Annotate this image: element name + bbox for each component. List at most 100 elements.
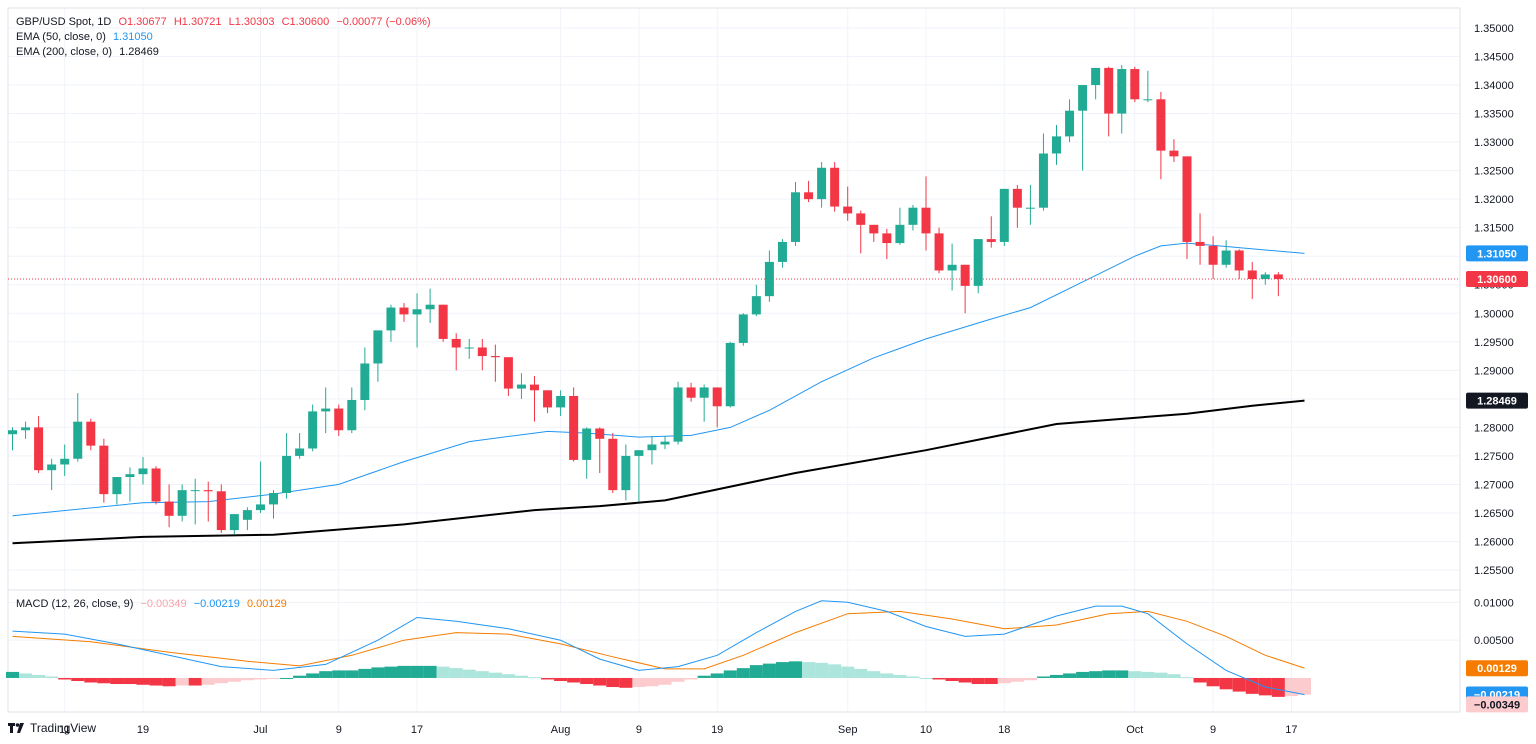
symbol-label[interactable]: GBP/USD Spot, 1D xyxy=(16,16,112,28)
time-tick-label: 9 xyxy=(1210,724,1216,736)
macd-histogram-bar xyxy=(149,677,163,686)
candle-body xyxy=(1208,245,1218,265)
macd-histogram-bar xyxy=(958,677,972,683)
time-tick-label: 17 xyxy=(1285,724,1297,736)
macd-histogram-bar xyxy=(1036,676,1050,678)
low-value: L1.30303 xyxy=(228,16,275,28)
macd-histogram-bar xyxy=(710,673,724,678)
candle-body xyxy=(425,304,435,310)
candle-body xyxy=(1195,241,1205,246)
macd-histogram-bar xyxy=(971,677,985,685)
ema200-line xyxy=(12,399,1305,545)
ema50-badge: 1.31050 xyxy=(1477,248,1517,260)
macd-hist-value: −0.00349 xyxy=(140,598,187,610)
macd-histogram-bar xyxy=(841,666,855,678)
ema50-badge-bg xyxy=(1466,245,1528,262)
macd-histogram-bar xyxy=(1245,677,1259,694)
candle-body xyxy=(608,438,618,491)
candle-body xyxy=(451,338,461,348)
candle-body xyxy=(1156,99,1166,151)
macd-histogram-bar xyxy=(136,677,150,685)
candle-body xyxy=(1117,69,1127,114)
macd-histogram-bar xyxy=(1102,670,1116,678)
candle-body xyxy=(556,396,566,408)
candle-body xyxy=(1182,156,1192,242)
macd-histogram-bar xyxy=(423,665,437,678)
macd-signal-value: 0.00129 xyxy=(246,598,287,610)
ema50-line xyxy=(12,242,1305,517)
candle-body xyxy=(986,239,996,242)
candle-body xyxy=(86,421,96,446)
time-tick-label: 11 xyxy=(59,724,70,736)
macd-histogram-bar xyxy=(528,677,542,679)
macd-histogram-bar xyxy=(997,677,1011,684)
macd-histogram-bar xyxy=(240,677,254,681)
candle-body xyxy=(999,188,1009,242)
macd-histogram-bar xyxy=(384,666,398,678)
candle-body xyxy=(738,314,748,343)
open-value: O1.30677 xyxy=(118,16,167,28)
macd-histogram-bar xyxy=(606,677,620,688)
ema200-badge-bg xyxy=(1466,392,1528,409)
price-legend: GBP/USD Spot, 1D O1.30677 H1.30721 L1.30… xyxy=(16,15,435,29)
last-price-badge: 1.30600 xyxy=(1477,274,1517,286)
price-tick-label: 1.25500 xyxy=(1474,565,1514,577)
candle-body xyxy=(1273,274,1283,280)
macd-histogram-bar xyxy=(475,671,489,678)
macd-histogram-bar xyxy=(1115,670,1129,678)
macd-signal-badge: 0.00129 xyxy=(1477,663,1517,675)
macd-histogram-bar xyxy=(319,671,333,678)
tradingview-logo[interactable]: TradingView xyxy=(8,721,96,735)
candle-body xyxy=(686,387,696,398)
candle-body xyxy=(190,490,200,492)
time-tick-label: 10 xyxy=(920,724,932,736)
candle-body xyxy=(112,477,122,495)
candle-body xyxy=(791,192,800,242)
macd-histogram-bar xyxy=(345,670,359,678)
time-tick-label: 18 xyxy=(998,724,1010,736)
macd-histogram-bar xyxy=(501,674,515,678)
macd-histogram-bar xyxy=(514,675,528,678)
macd-histogram-bar xyxy=(1219,677,1233,690)
candle-body xyxy=(373,330,383,364)
macd-histogram-bar xyxy=(267,677,281,679)
macd-histogram-bar xyxy=(541,677,555,680)
candle-body xyxy=(882,233,892,244)
price-tick-label: 1.32000 xyxy=(1474,194,1514,206)
time-tick-label: 17 xyxy=(411,724,423,736)
macd-histogram-bar xyxy=(332,670,346,678)
macd-histogram-bar xyxy=(854,668,868,678)
macd-histogram-bar xyxy=(1023,677,1037,681)
macd-histogram-bar xyxy=(32,674,46,678)
macd-tick-label: 0.00500 xyxy=(1474,635,1514,647)
candle-body xyxy=(1104,67,1114,114)
macd-histogram-bar xyxy=(593,677,607,686)
macd-histogram-bar xyxy=(1180,677,1194,679)
macd-histogram-bar xyxy=(280,677,294,679)
macd-histogram-bar xyxy=(632,677,646,688)
time-tick-label: Oct xyxy=(1126,724,1143,736)
macd-histogram-bar xyxy=(449,668,463,678)
time-tick-label: 19 xyxy=(137,724,149,736)
candle-body xyxy=(203,490,213,492)
candle-body xyxy=(73,421,83,459)
price-tick-label: 1.35000 xyxy=(1474,23,1514,35)
candle-body xyxy=(295,448,305,456)
ema50-legend[interactable]: EMA (50, close, 0) 1.31050 xyxy=(16,30,157,44)
macd-histogram-bar xyxy=(775,662,789,678)
macd-histogram-bar xyxy=(984,677,998,685)
macd-histogram-bar xyxy=(828,664,842,678)
time-tick-label: 19 xyxy=(711,724,723,736)
candle-body xyxy=(21,427,31,431)
time-tick-label: 9 xyxy=(336,724,342,736)
tradingview-wordmark: TradingView xyxy=(30,721,97,735)
macd-legend[interactable]: MACD (12, 26, close, 9) −0.00349 −0.0021… xyxy=(16,597,291,611)
macd-histogram-bar xyxy=(554,677,568,681)
price-tick-label: 1.26500 xyxy=(1474,508,1514,520)
price-tick-label: 1.33000 xyxy=(1474,137,1514,149)
macd-histogram-bar xyxy=(567,677,581,683)
candle-body xyxy=(229,514,239,531)
ema200-legend[interactable]: EMA (200, close, 0) 1.28469 xyxy=(16,45,163,59)
candle-body xyxy=(151,468,161,502)
